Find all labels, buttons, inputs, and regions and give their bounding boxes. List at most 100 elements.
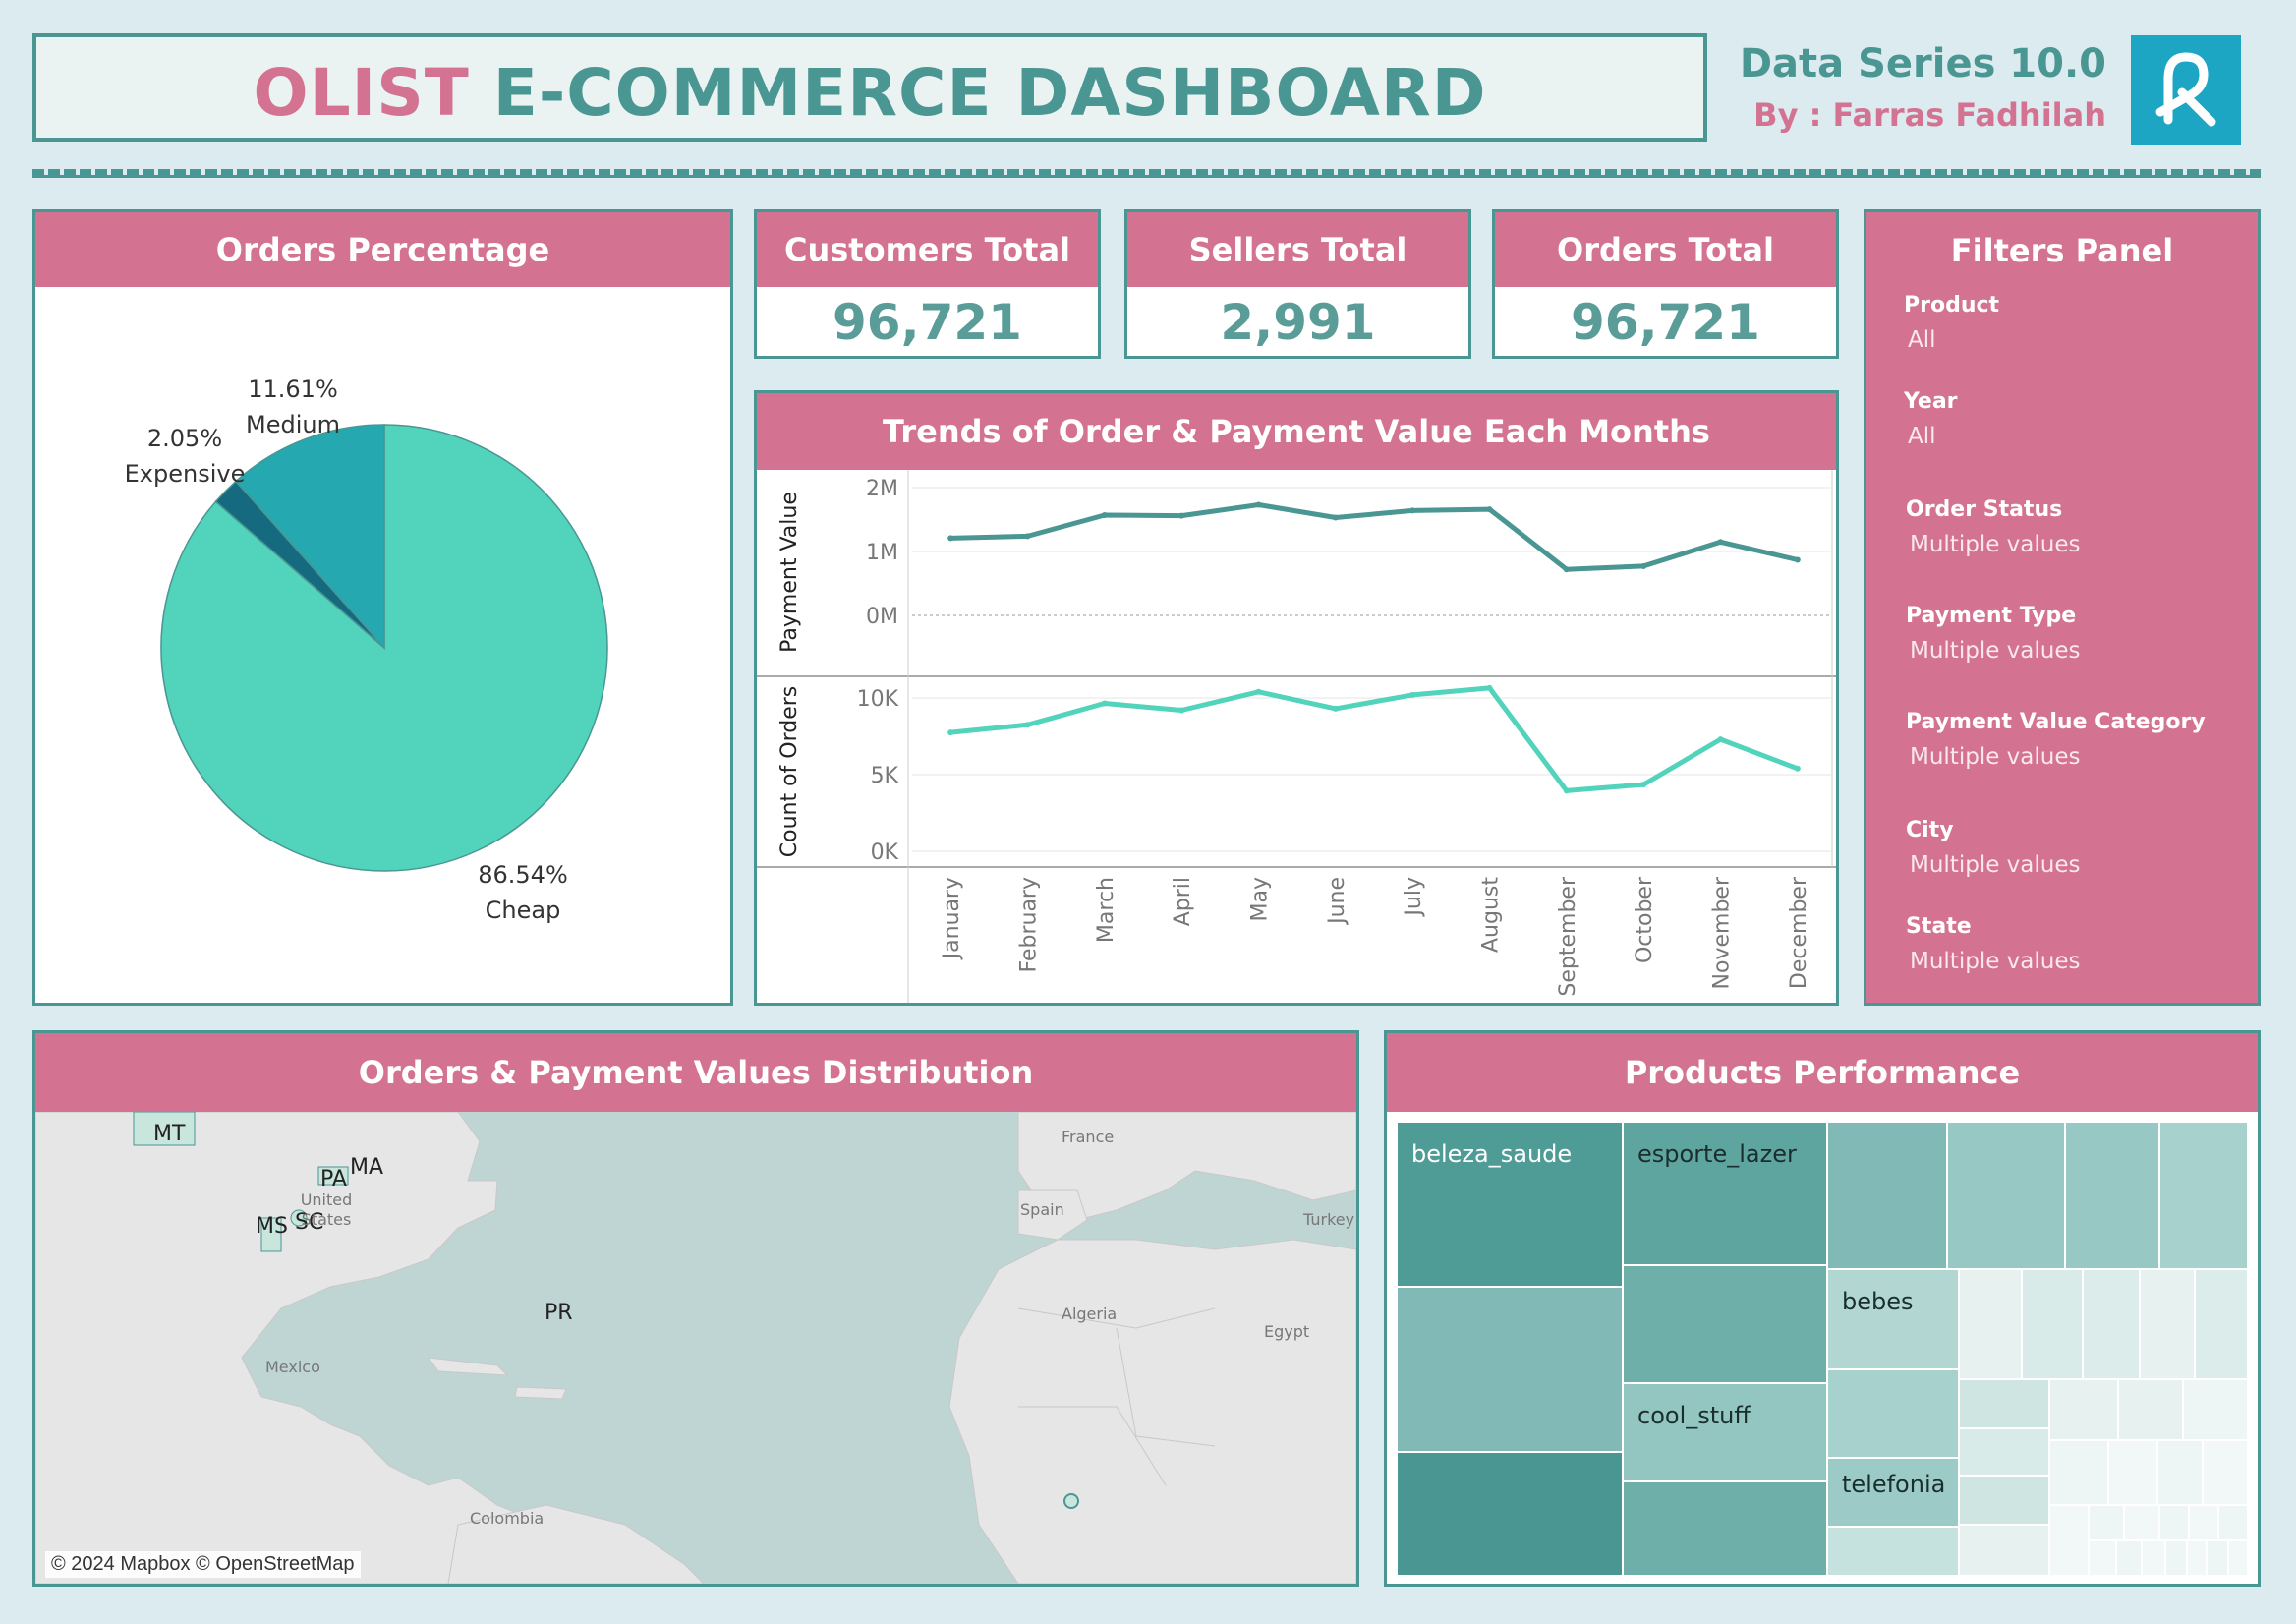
data-point — [1178, 512, 1185, 519]
trend-panel: Trends of Order & Payment Value Each Mon… — [754, 390, 1839, 1006]
header-divider-line — [32, 175, 2261, 178]
filter-city-label: City — [1906, 818, 1954, 842]
treemap-cell[interactable] — [1623, 1481, 1827, 1576]
filter-state-value[interactable]: Multiple values — [1910, 949, 2081, 974]
author-label: By : Farras Fadhilah — [1753, 96, 2106, 134]
kpi-orders: Orders Total 96,721 — [1492, 209, 1839, 359]
map-area[interactable]: MT MA PA MS SC PR United States Mexico C… — [35, 1112, 1356, 1584]
treemap-cell[interactable] — [1959, 1525, 2049, 1576]
treemap-cell-cool-stuff[interactable]: cool_stuff — [1623, 1383, 1827, 1481]
treemap-cell[interactable] — [2195, 1269, 2248, 1379]
treemap-cell[interactable] — [2049, 1440, 2108, 1505]
treemap-cell[interactable] — [2189, 1505, 2218, 1540]
products-title: Products Performance — [1387, 1033, 2258, 1112]
place-label-united-states: United States — [300, 1190, 353, 1229]
treemap-cell[interactable] — [2159, 1122, 2248, 1269]
data-point — [947, 729, 954, 736]
treemap-cell[interactable] — [1827, 1369, 1959, 1458]
filter-product-value[interactable]: All — [1908, 327, 1936, 353]
trend-chart: Payment Value 2M 1M 0M Count of Orders 10K 5K 0… — [757, 470, 1836, 1003]
treemap-cell[interactable] — [2140, 1269, 2195, 1379]
filter-order-status-value[interactable]: Multiple values — [1910, 532, 2081, 557]
data-point — [1409, 691, 1416, 698]
treemap-cell[interactable] — [1397, 1452, 1623, 1576]
data-point — [1486, 506, 1493, 513]
treemap-cell[interactable] — [2165, 1540, 2187, 1576]
filter-city-value[interactable]: Multiple values — [1910, 852, 2081, 878]
data-point — [1332, 705, 1339, 712]
filter-order-status-label: Order Status — [1906, 497, 2063, 522]
data-point — [1178, 707, 1185, 714]
y-tick-label: 10K — [857, 687, 899, 712]
treemap-cell[interactable] — [2089, 1540, 2116, 1576]
x-tick-label: January — [940, 877, 964, 960]
treemap-cell[interactable] — [2183, 1379, 2248, 1440]
dashboard-title: OLIST E-COMMERCE DASHBOARD — [36, 55, 1703, 131]
treemap-cell[interactable] — [2089, 1505, 2124, 1540]
treemap-cell[interactable] — [2187, 1540, 2207, 1576]
treemap-cell[interactable] — [1959, 1476, 2049, 1525]
y-axis-title-0: Payment Value — [777, 492, 802, 653]
treemap-cell[interactable] — [2049, 1379, 2118, 1440]
map-credit[interactable]: © 2024 Mapbox © OpenStreetMap — [45, 1551, 361, 1578]
kpi-sellers-label: Sellers Total — [1127, 212, 1468, 287]
treemap-cell[interactable] — [1959, 1269, 2022, 1379]
treemap[interactable]: beleza_saude esporte_lazer cool_stuff be… — [1397, 1122, 2248, 1576]
treemap-cell[interactable] — [2228, 1540, 2248, 1576]
treemap-cell[interactable] — [2083, 1269, 2140, 1379]
treemap-cell[interactable] — [2203, 1440, 2248, 1505]
filter-year[interactable]: Year All — [1904, 389, 1958, 449]
treemap-cell[interactable] — [1959, 1379, 2049, 1428]
treemap-cell[interactable] — [2157, 1440, 2203, 1505]
place-label-colombia: Colombia — [470, 1509, 545, 1528]
treemap-cell[interactable] — [2159, 1505, 2189, 1540]
treemap-cell-beleza-saude[interactable]: beleza_saude — [1397, 1122, 1623, 1287]
data-point — [1024, 533, 1031, 540]
x-tick-label: December — [1787, 876, 1811, 989]
treemap-cell-bebes[interactable]: bebes — [1827, 1269, 1959, 1369]
filter-payment-value-category[interactable]: Payment Value Category Multiple values — [1906, 710, 2206, 770]
filter-payment-type[interactable]: Payment Type Multiple values — [1906, 604, 2080, 664]
treemap-cell[interactable] — [2142, 1540, 2165, 1576]
treemap-cell[interactable] — [2108, 1440, 2157, 1505]
treemap-cell[interactable] — [1397, 1287, 1623, 1452]
state-label-pa: PA — [320, 1167, 347, 1191]
pie-label-expensive-name: Expensive — [124, 460, 246, 488]
brand-logo-icon — [2131, 35, 2241, 145]
filter-year-value[interactable]: All — [1908, 424, 1936, 449]
treemap-cell[interactable] — [2118, 1379, 2183, 1440]
filter-payment-value-category-label: Payment Value Category — [1906, 710, 2206, 734]
trend-title: Trends of Order & Payment Value Each Mon… — [757, 393, 1836, 470]
treemap-cell[interactable] — [2065, 1122, 2159, 1269]
filter-payment-type-value[interactable]: Multiple values — [1910, 638, 2081, 664]
filter-order-status[interactable]: Order Status Multiple values — [1906, 497, 2080, 557]
treemap-cell[interactable] — [2207, 1540, 2228, 1576]
series-line-1[interactable] — [949, 685, 1799, 793]
treemap-cell[interactable] — [1947, 1122, 2065, 1269]
filter-state[interactable]: State Multiple values — [1906, 914, 2080, 974]
place-label-spain: Spain — [1020, 1200, 1064, 1219]
treemap-cell[interactable] — [1827, 1122, 1947, 1269]
treemap-cell[interactable] — [1623, 1265, 1827, 1383]
treemap-cell[interactable] — [1959, 1428, 2049, 1476]
pie-slice-cheap[interactable] — [160, 424, 608, 872]
filter-payment-value-category-value[interactable]: Multiple values — [1910, 744, 2081, 770]
treemap-cell[interactable] — [2124, 1505, 2159, 1540]
series-line-0[interactable] — [950, 502, 1799, 572]
title-box: OLIST E-COMMERCE DASHBOARD — [32, 33, 1707, 142]
treemap-cell[interactable] — [1827, 1527, 1959, 1576]
place-label-egypt: Egypt — [1264, 1322, 1310, 1341]
filter-product[interactable]: Product All — [1904, 293, 1999, 353]
filter-city[interactable]: City Multiple values — [1906, 818, 2080, 878]
data-point — [1101, 700, 1108, 707]
data-point — [1640, 562, 1647, 569]
treemap-cell-esporte-lazer[interactable]: esporte_lazer — [1623, 1122, 1827, 1265]
treemap-cell[interactable] — [2049, 1505, 2089, 1576]
data-point — [947, 535, 954, 542]
treemap-cell[interactable] — [2218, 1505, 2248, 1540]
treemap-cell[interactable] — [2022, 1269, 2083, 1379]
pie-slice-medium[interactable] — [234, 424, 385, 650]
treemap-cell-telefonia[interactable]: telefonia — [1827, 1458, 1959, 1527]
filter-payment-type-label: Payment Type — [1906, 604, 2077, 628]
treemap-cell[interactable] — [2116, 1540, 2142, 1576]
